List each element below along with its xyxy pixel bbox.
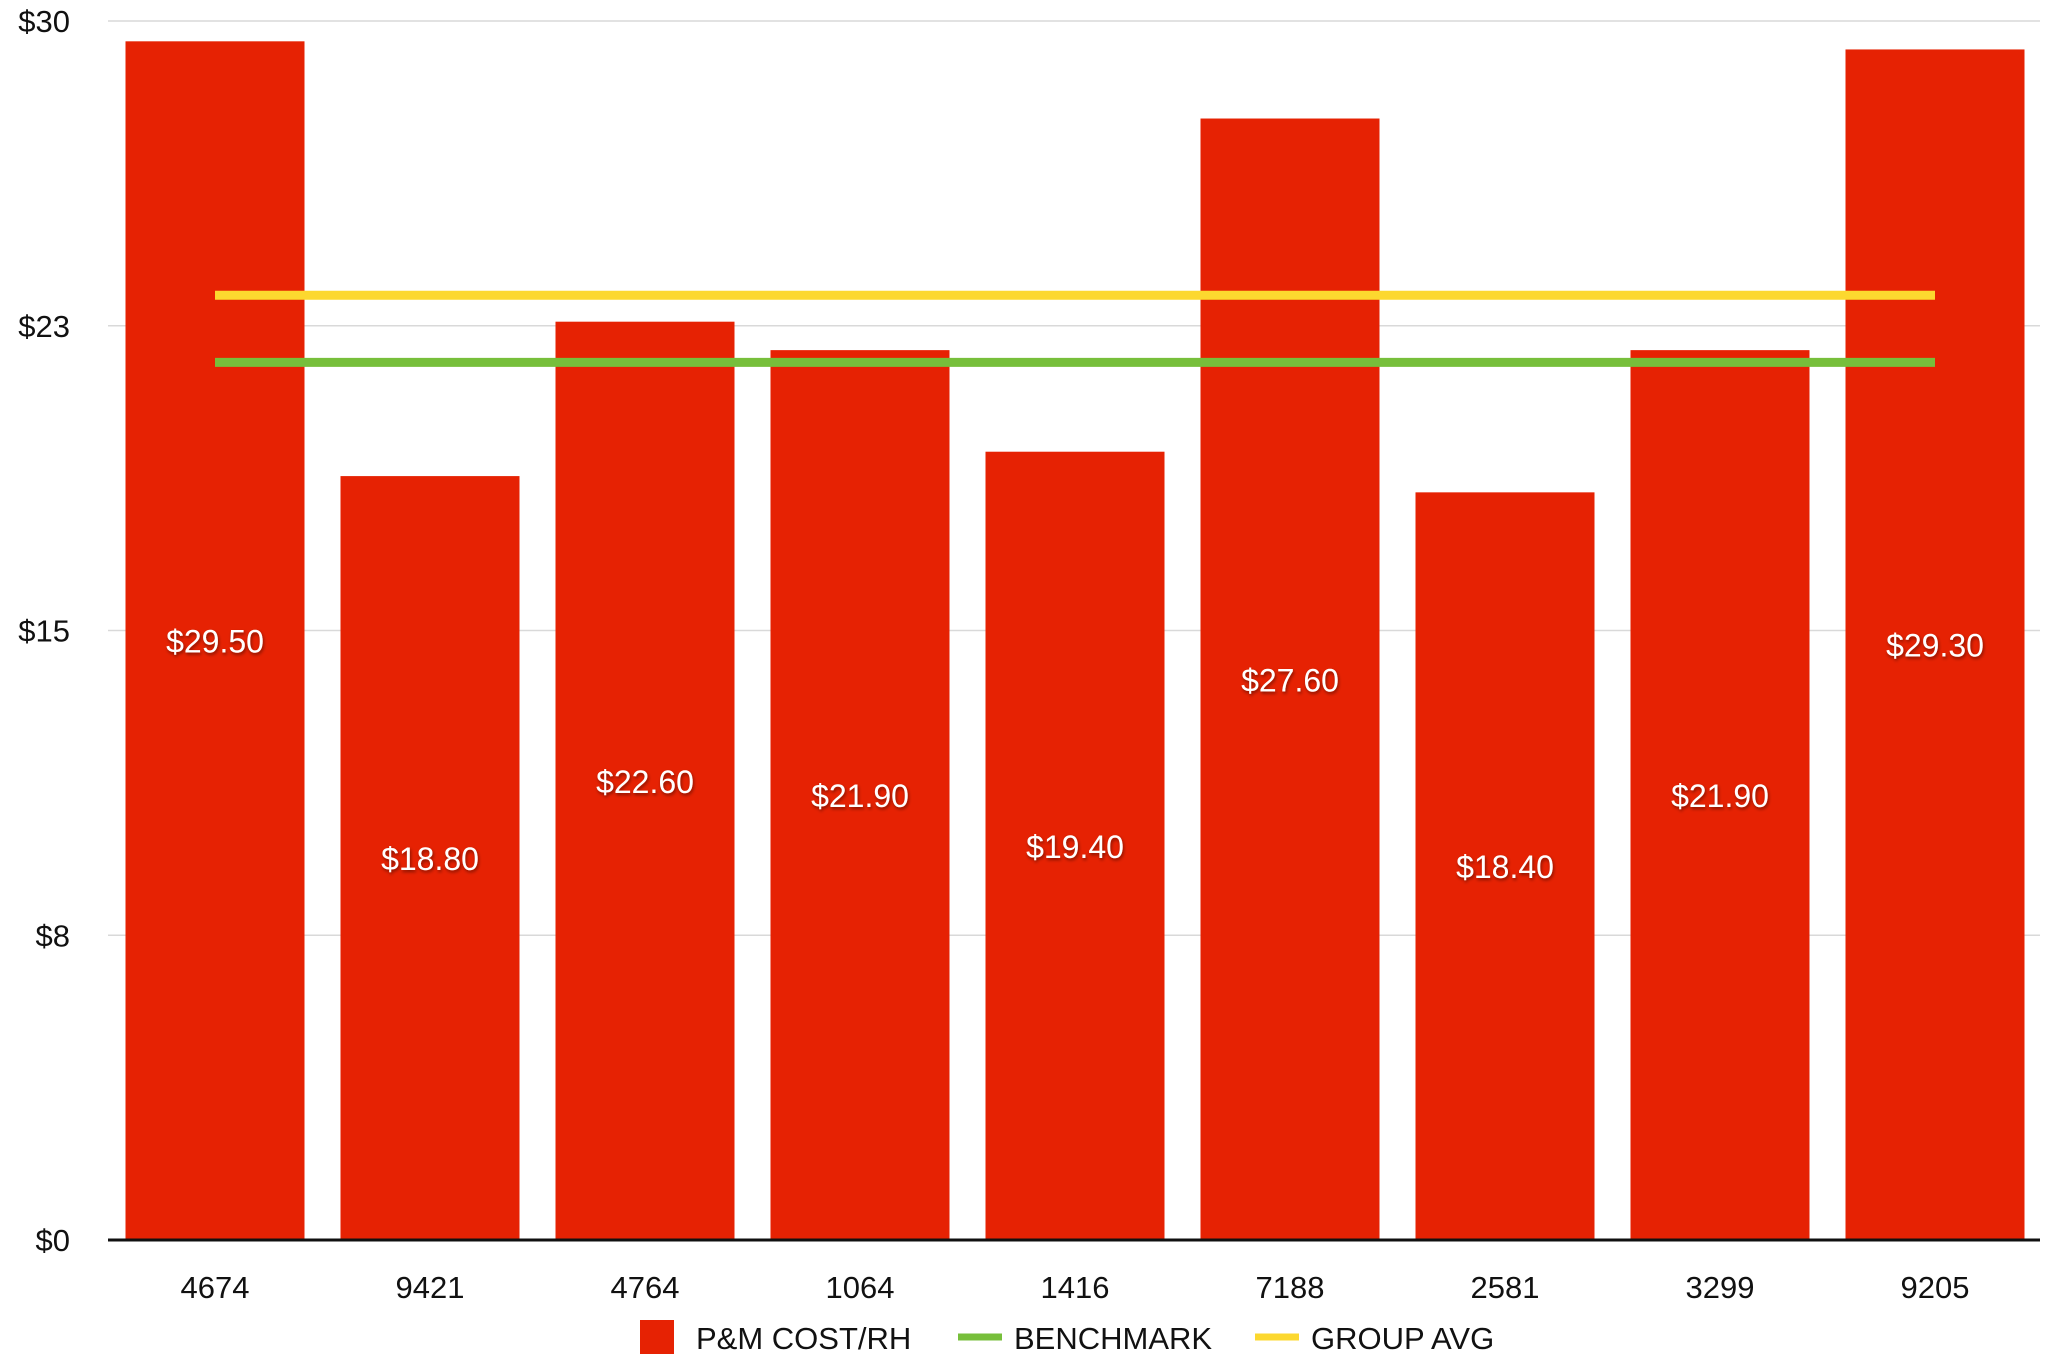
x-tick-label: 4674: [181, 1270, 250, 1305]
legend-swatch: [640, 1320, 674, 1354]
x-tick-label: 7188: [1256, 1270, 1325, 1305]
bar-value-label: $21.90: [811, 778, 909, 814]
y-tick-label: $0: [36, 1223, 70, 1258]
x-tick-label: 9421: [396, 1270, 465, 1305]
reference-lines: [215, 290, 1935, 367]
x-tick-label: 3299: [1686, 1270, 1755, 1305]
x-tick-label: 4764: [611, 1270, 680, 1305]
y-tick-label: $30: [18, 4, 70, 39]
bar-value-label: $18.40: [1456, 849, 1554, 885]
bar-value-label: $18.80: [381, 841, 479, 877]
legend-item-p-m-cost-rh[interactable]: P&M COST/RH: [640, 1320, 911, 1356]
x-tick-label: 2581: [1471, 1270, 1540, 1305]
bar-3299: [1630, 350, 1810, 1240]
y-tick-label: $15: [18, 614, 70, 649]
bar-value-label: $19.40: [1026, 829, 1124, 865]
bar-value-label: $29.30: [1886, 628, 1984, 664]
y-tick-label: $8: [36, 918, 70, 953]
bar-4764: [555, 321, 735, 1241]
x-tick-label: 1064: [826, 1270, 895, 1305]
bar-9421: [340, 476, 520, 1240]
x-axis-ticks: 4674 9421 4764 1064 1416 7188 2581 3299 9205: [181, 1270, 1970, 1305]
x-tick-label: 1416: [1041, 1270, 1110, 1305]
legend-label: BENCHMARK: [1014, 1321, 1212, 1356]
bar-7188: [1200, 118, 1380, 1240]
bar-1416: [985, 451, 1165, 1240]
bar-value-label: $29.50: [166, 624, 264, 660]
legend-item-benchmark[interactable]: BENCHMARK: [958, 1321, 1212, 1356]
bar-value-label: $27.60: [1241, 662, 1339, 698]
bar-9205: [1845, 49, 2025, 1240]
legend: P&M COST/RH BENCHMARK GROUP AVG: [640, 1320, 1494, 1356]
y-axis-ticks: $0 $8 $15 $23 $30: [18, 4, 70, 1258]
bar-4674: [125, 41, 305, 1241]
legend-label: P&M COST/RH: [696, 1321, 911, 1356]
x-tick-label: 9205: [1901, 1270, 1970, 1305]
bar-value-label: $22.60: [596, 764, 694, 800]
legend-label: GROUP AVG: [1311, 1321, 1494, 1356]
legend-item-group-avg[interactable]: GROUP AVG: [1255, 1321, 1494, 1356]
bar-value-labels: $29.50 $18.80 $22.60 $21.90 $19.40 $27.60 $18.…: [166, 624, 1984, 886]
bar-value-label: $21.90: [1671, 778, 1769, 814]
bar-1064: [770, 350, 950, 1240]
y-tick-label: $23: [18, 309, 70, 344]
bars: [125, 41, 2025, 1241]
bar-2581: [1415, 492, 1595, 1240]
